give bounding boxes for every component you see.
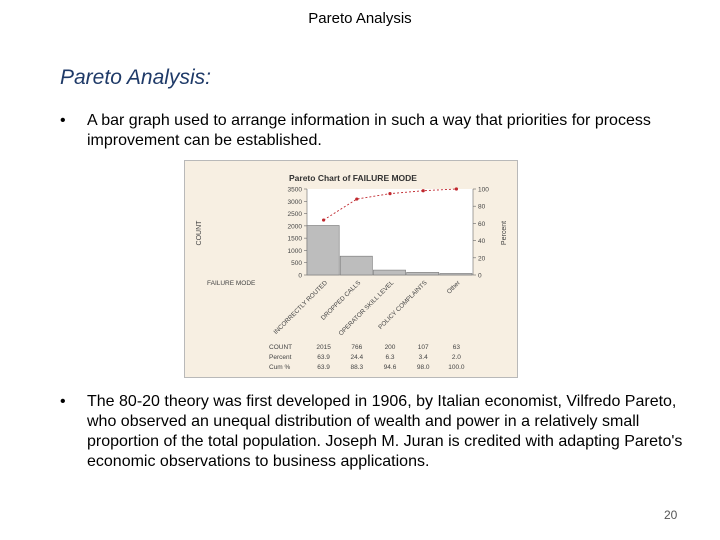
- x-axis-label: FAILURE MODE: [207, 280, 256, 287]
- category-label: OPERATOR SKILL LEVEL: [338, 279, 396, 337]
- slide-title: Pareto Analysis:: [60, 66, 211, 89]
- table-row-label: Percent: [269, 354, 292, 361]
- table-cell: 107: [418, 344, 429, 351]
- table-row-label: Cum %: [269, 364, 291, 371]
- category-label: Other: [446, 279, 462, 295]
- table-cell: 63.9: [317, 354, 330, 361]
- cumulative-point: [454, 187, 458, 191]
- y-tick-label: 1000: [288, 248, 303, 255]
- bullet-text: A bar graph used to arrange information …: [87, 112, 651, 149]
- table-cell: 98.0: [417, 364, 430, 371]
- table-cell: 63.9: [317, 364, 330, 371]
- y2-tick-label: 80: [478, 204, 486, 211]
- bullet-symbol: •: [60, 393, 66, 410]
- table-cell: 2015: [316, 344, 331, 351]
- y-tick-label: 0: [298, 273, 302, 280]
- page-number: 20: [664, 508, 678, 522]
- y-tick-label: 500: [291, 260, 302, 267]
- chart-title: Pareto Chart of FAILURE MODE: [289, 173, 417, 183]
- y2-tick-label: 0: [478, 273, 482, 280]
- cumulative-point: [322, 218, 326, 222]
- y2-tick-label: 40: [478, 238, 486, 245]
- category-label: INCORRECTLY ROUTED: [273, 279, 330, 336]
- table-cell: 24.4: [350, 354, 363, 361]
- table-cell: 2.0: [452, 354, 461, 361]
- y2-axis-label: Percent: [501, 221, 508, 245]
- y-tick-label: 2000: [288, 223, 303, 230]
- y-tick-label: 3000: [288, 199, 303, 206]
- bar: [339, 255, 373, 276]
- slide-header: Pareto Analysis: [308, 10, 412, 27]
- pareto-chart-figure: Pareto Chart of FAILURE MODE 3500 3000 2500…: [184, 160, 518, 378]
- bar: [373, 269, 406, 276]
- y-tick-label: 2500: [288, 211, 303, 218]
- cumulative-point: [388, 192, 392, 196]
- y2-tick-label: 60: [478, 221, 486, 228]
- y2-tick-label: 100: [478, 187, 489, 194]
- y-axis-label: COUNT: [196, 220, 203, 246]
- bar: [306, 225, 340, 276]
- pareto-chart: Pareto Chart of FAILURE MODE 3500 3000 2500…: [196, 173, 508, 371]
- cumulative-point: [355, 197, 359, 201]
- bullet-symbol: •: [60, 112, 66, 129]
- y-tick-label: 3500: [288, 187, 303, 194]
- table-cell: 766: [351, 344, 362, 351]
- table-cell: 200: [385, 344, 396, 351]
- table-cell: 88.3: [350, 364, 363, 371]
- y-tick-label: 1500: [288, 236, 303, 243]
- table-row-label: COUNT: [269, 344, 292, 351]
- bar: [439, 273, 473, 276]
- bullet-text: The 80-20 theory was first developed in …: [87, 393, 683, 470]
- bar: [406, 272, 440, 276]
- y2-tick-label: 20: [478, 255, 486, 262]
- table-cell: 94.6: [384, 364, 397, 371]
- cumulative-point: [421, 189, 425, 193]
- table-cell: 3.4: [419, 354, 428, 361]
- table-cell: 6.3: [385, 354, 394, 361]
- table-cell: 63: [453, 344, 461, 351]
- table-cell: 100.0: [448, 364, 465, 371]
